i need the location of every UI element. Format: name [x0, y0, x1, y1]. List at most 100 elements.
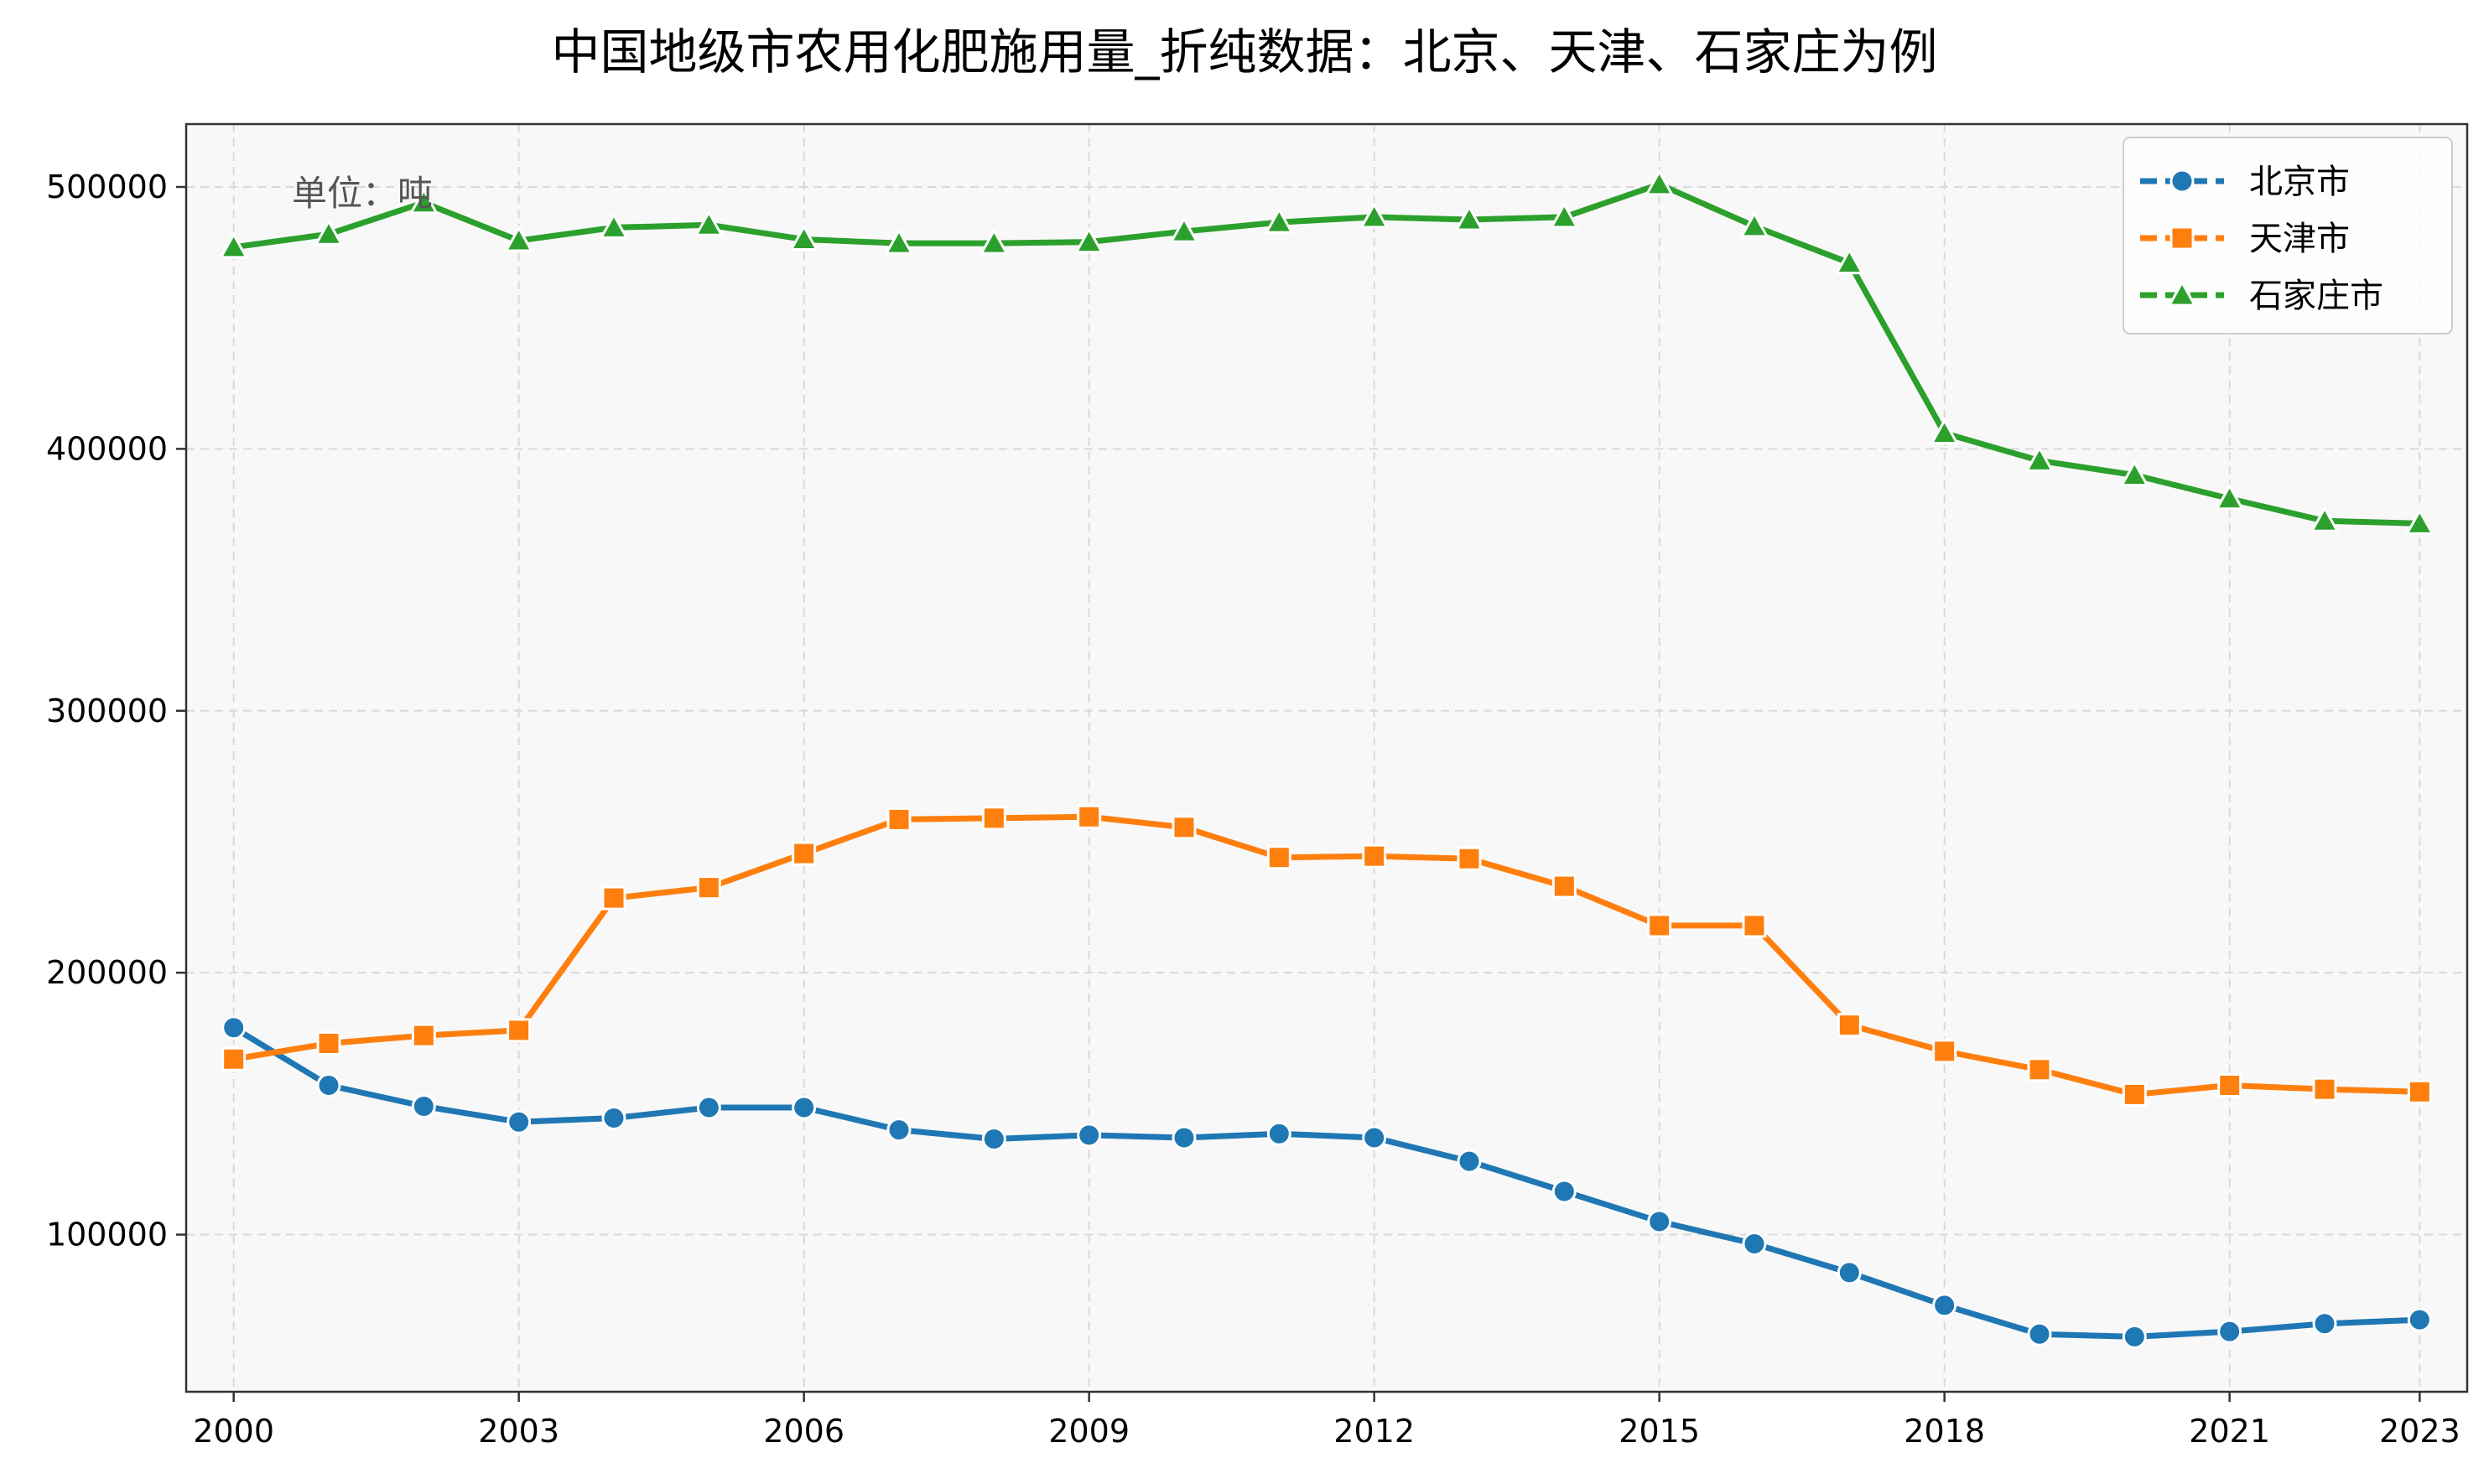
data-point — [979, 228, 1009, 255]
data-point — [2024, 445, 2055, 472]
data-point — [2027, 1057, 2052, 1082]
data-point — [1834, 247, 1864, 275]
data-point — [2122, 1324, 2147, 1349]
data-point — [1457, 1149, 1482, 1174]
x-tick-label: 2006 — [763, 1413, 844, 1450]
legend-label: 石家庄市 — [2249, 277, 2383, 315]
series-line — [231, 1025, 2423, 1340]
data-point — [2310, 506, 2340, 532]
legend-label: 天津市 — [2249, 220, 2350, 258]
data-point — [314, 219, 344, 246]
data-point — [411, 1023, 436, 1048]
data-point — [1647, 913, 1672, 938]
data-point — [1172, 815, 1197, 840]
x-tick-label: 2009 — [1048, 1413, 1130, 1450]
data-point — [696, 1095, 721, 1120]
data-point — [696, 875, 721, 900]
legend-item: 北京市 — [2140, 163, 2350, 201]
axes: 2000 2003 2006 2009 2012 2015 2018 2021 2023 1000… — [46, 169, 2460, 1450]
legend-marker — [2169, 226, 2195, 251]
data-point — [1551, 1179, 1577, 1204]
data-point — [316, 1072, 341, 1097]
data-point — [1172, 1125, 1197, 1150]
data-point — [1645, 169, 1675, 196]
data-point — [1930, 418, 1960, 445]
data-point — [1266, 845, 1291, 870]
series-line — [231, 181, 2423, 527]
x-tick-label: 2018 — [1904, 1413, 1985, 1450]
data-point — [599, 212, 629, 239]
x-tick-label: 2003 — [478, 1413, 559, 1450]
legend-item: 天津市 — [2140, 220, 2350, 258]
data-point — [2217, 1319, 2242, 1344]
series-3 — [219, 169, 2434, 535]
data-point — [1647, 1209, 1672, 1234]
data-point — [507, 1109, 532, 1134]
y-tick-label: 400000 — [46, 430, 168, 467]
data-point — [1454, 204, 1484, 231]
data-point — [1077, 804, 1102, 829]
data-point — [219, 231, 249, 259]
data-point — [1739, 210, 1769, 238]
legend-box — [2123, 137, 2453, 335]
unit-annotation: 单位：吨 — [292, 173, 433, 214]
chart-title: 中国地级市农用化肥施用量_折纯数据：北京、天津、石家庄为例 — [551, 23, 1937, 80]
y-tick-label: 500000 — [46, 169, 168, 205]
data-point — [2407, 1307, 2432, 1332]
data-point — [316, 1031, 341, 1056]
series-layer — [219, 169, 2434, 1349]
data-point — [789, 224, 819, 251]
data-point — [2404, 508, 2434, 535]
data-point — [694, 210, 724, 236]
plot-area — [186, 124, 2467, 1392]
data-point — [884, 228, 914, 255]
data-point — [1549, 201, 1579, 229]
x-tick-label: 2000 — [193, 1413, 274, 1450]
x-tick-label: 2023 — [2379, 1413, 2460, 1450]
series-1 — [221, 1015, 2432, 1349]
data-point — [2215, 483, 2245, 511]
y-tick-label: 300000 — [46, 693, 168, 729]
y-tick-label: 100000 — [46, 1217, 168, 1253]
series-line — [231, 813, 2423, 1097]
data-point — [2027, 1321, 2052, 1346]
data-point — [408, 187, 439, 215]
data-point — [792, 1095, 817, 1120]
data-point — [2122, 1082, 2147, 1107]
data-point — [1169, 215, 1199, 243]
data-point — [1362, 1125, 1387, 1150]
data-point — [1362, 843, 1387, 869]
data-point — [981, 1127, 1006, 1152]
data-point — [1742, 913, 1767, 938]
data-point — [2407, 1079, 2432, 1104]
data-point — [1742, 1231, 1767, 1256]
data-point — [411, 1093, 436, 1118]
data-point — [221, 1046, 247, 1071]
y-tick-label: 200000 — [46, 954, 168, 991]
data-point — [2312, 1311, 2337, 1336]
data-point — [886, 1118, 912, 1143]
data-point — [1077, 1123, 1102, 1148]
data-point — [2312, 1077, 2337, 1102]
data-point — [1074, 226, 1104, 254]
data-point — [1837, 1260, 1862, 1285]
series-2 — [221, 804, 2432, 1107]
data-point — [1551, 874, 1577, 899]
data-point — [2119, 459, 2149, 487]
data-point — [221, 1015, 247, 1040]
data-point — [1359, 201, 1390, 229]
x-tick-label: 2015 — [1619, 1413, 1700, 1450]
data-point — [1837, 1013, 1862, 1038]
data-point — [1457, 846, 1482, 871]
data-point — [1264, 207, 1294, 234]
legend-marker — [2169, 169, 2195, 194]
grid — [186, 124, 2467, 1392]
data-point — [1266, 1121, 1291, 1146]
data-point — [1932, 1039, 1957, 1064]
legend-marker — [2167, 279, 2197, 307]
plot-frame — [184, 122, 2469, 1393]
legend-item: 石家庄市 — [2140, 277, 2383, 315]
x-tick-label: 2012 — [1333, 1413, 1415, 1450]
